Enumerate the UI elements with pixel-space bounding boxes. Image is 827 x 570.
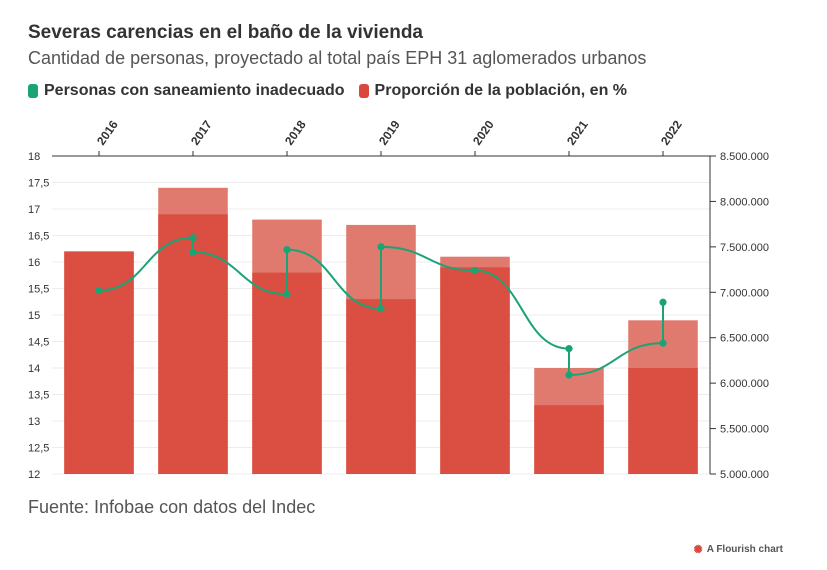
left-axis-tick-label: 12,5 — [28, 443, 49, 455]
bar-semester-2[interactable] — [252, 272, 322, 474]
bar-semester-2[interactable] — [534, 405, 604, 474]
year-label: 2020 — [470, 118, 497, 148]
line-point[interactable] — [377, 243, 385, 251]
line-point[interactable] — [659, 339, 667, 347]
legend-label-personas: Personas con saneamiento inadecuado — [44, 82, 345, 99]
chart-subtitle: Cantidad de personas, proyectado al tota… — [28, 48, 647, 68]
year-label: 2017 — [188, 118, 215, 148]
left-axis-tick-label: 16 — [28, 257, 40, 269]
legend-swatch-green — [28, 84, 38, 98]
line-point[interactable] — [377, 305, 385, 313]
left-axis-tick-label: 13,5 — [28, 390, 49, 402]
right-axis-tick-label: 8.500.000 — [720, 151, 769, 163]
right-axis-tick-label: 7.000.000 — [720, 287, 769, 299]
right-axis-tick-label: 6.500.000 — [720, 333, 769, 345]
line-point[interactable] — [189, 248, 197, 256]
line-point[interactable] — [471, 266, 479, 275]
right-axis-tick-label: 8.000.000 — [720, 196, 769, 208]
year-label: 2022 — [658, 118, 685, 148]
source-note: Fuente: Infobae con datos del Indec — [28, 497, 316, 517]
right-axis-tick-label: 6.000.000 — [720, 378, 769, 390]
left-axis-tick-label: 14,5 — [28, 337, 49, 349]
left-axis-tick-label: 16,5 — [28, 231, 49, 243]
credit-text: A Flourish chart — [706, 544, 783, 555]
left-axis-tick-label: 14 — [28, 363, 40, 375]
year-label: 2021 — [564, 118, 591, 148]
legend-swatch-red — [358, 84, 369, 98]
line-point[interactable] — [95, 286, 103, 295]
line-point[interactable] — [565, 371, 573, 379]
bar-semester-2[interactable] — [628, 368, 698, 474]
flourish-credit[interactable]: ✺ A Flourish chart — [693, 543, 783, 556]
left-axis-tick-label: 17 — [28, 204, 40, 216]
year-label: 2018 — [282, 118, 309, 148]
legend-item-personas[interactable]: Personas con saneamiento inadecuado — [28, 82, 345, 100]
flourish-logo-icon: ✺ — [693, 544, 703, 556]
right-axis-tick-label: 5.000.000 — [720, 469, 769, 481]
year-label: 2019 — [376, 118, 403, 148]
line-point[interactable] — [189, 234, 197, 242]
left-axis-tick-label: 18 — [28, 151, 40, 163]
chart-title: Severas carencias en el baño de la vivie… — [28, 22, 423, 43]
left-axis-tick-label: 12 — [28, 469, 40, 481]
left-axis-tick-label: 17,5 — [28, 178, 49, 190]
left-axis-tick-label: 15 — [28, 310, 40, 322]
line-point[interactable] — [659, 298, 667, 306]
left-axis-tick-label: 15,5 — [28, 284, 49, 296]
bar-semester-2[interactable] — [440, 267, 510, 474]
right-axis-tick-label: 5.500.000 — [720, 424, 769, 436]
bar-semester-2[interactable] — [346, 299, 416, 474]
legend: Personas con saneamiento inadecuado Prop… — [28, 82, 627, 100]
year-label: 2016 — [94, 118, 121, 148]
line-point[interactable] — [565, 345, 573, 353]
right-axis-tick-label: 7.500.000 — [720, 242, 769, 254]
line-point[interactable] — [283, 245, 291, 254]
legend-item-proporcion[interactable]: Proporción de la población, en % — [358, 82, 628, 100]
left-axis-tick-label: 13 — [28, 416, 40, 428]
legend-label-proporcion: Proporción de la población, en % — [374, 82, 628, 99]
line-point[interactable] — [283, 290, 291, 298]
